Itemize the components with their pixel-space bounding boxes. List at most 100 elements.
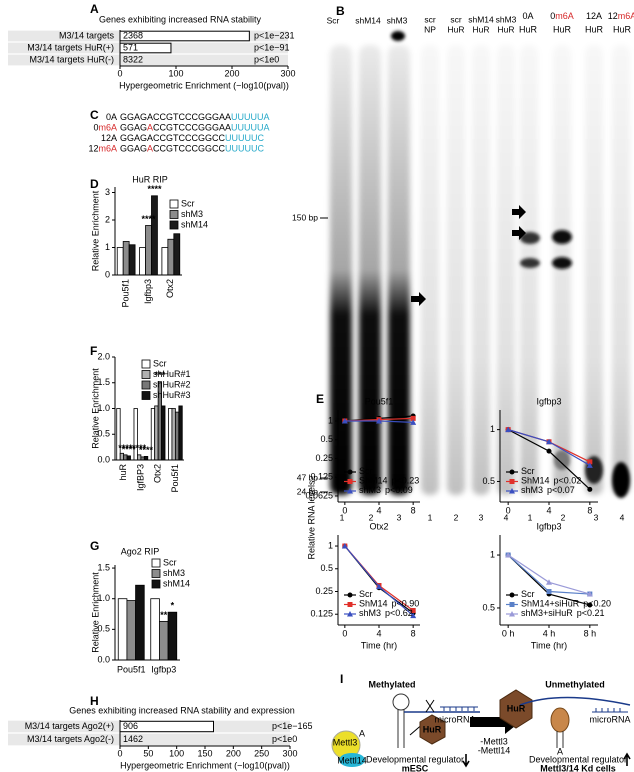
stem-loop bbox=[392, 693, 410, 711]
chart-title: HuR RIP bbox=[132, 174, 168, 184]
legend-name: Scr bbox=[521, 589, 535, 599]
point bbox=[347, 488, 353, 494]
legend-swatch bbox=[151, 569, 161, 578]
sequence-part: GGAG bbox=[120, 133, 147, 143]
bar bbox=[117, 598, 128, 661]
sequence-part: CCGTCCCGGCC bbox=[153, 133, 225, 143]
y-tick-label: 1 bbox=[328, 540, 333, 550]
legend-label: shM3 bbox=[181, 209, 203, 219]
legend-name: shM3 bbox=[359, 485, 381, 495]
series-line bbox=[507, 554, 590, 595]
point bbox=[509, 602, 515, 607]
legend-name: shM3+siHuR bbox=[521, 608, 573, 618]
point bbox=[505, 426, 512, 433]
lane-label: HuR bbox=[585, 24, 604, 34]
lane-number: 1 bbox=[528, 512, 533, 522]
legend-p-value: p<0.62 bbox=[385, 608, 413, 618]
lane-label: 0A bbox=[522, 11, 533, 21]
sequence-part: A bbox=[264, 123, 270, 133]
diagram-labels: Methylated Unmethylated microRNA microRN… bbox=[333, 679, 631, 772]
bar bbox=[151, 195, 158, 276]
lane-label-part: 0 bbox=[550, 11, 555, 21]
chart-title: Pou5f1 bbox=[365, 396, 394, 406]
legend-label: shM3 p<0.07 bbox=[521, 485, 575, 495]
sequence-part: CCGTCCCGGGAA bbox=[153, 123, 231, 133]
lane-label: 12A bbox=[586, 11, 602, 21]
y-tick-label: 0.5 bbox=[97, 624, 110, 634]
lane-number: 2 bbox=[561, 512, 566, 522]
legend-p-value: p<0.07 bbox=[547, 485, 575, 495]
x-tick-label: 8 bbox=[587, 505, 592, 515]
sequence-part: A bbox=[147, 133, 153, 143]
annotation: * bbox=[171, 601, 175, 611]
point bbox=[586, 462, 593, 468]
lane-label: shM14 bbox=[355, 15, 381, 25]
count-label: 1462 bbox=[123, 734, 143, 744]
legend-p-value: p<0.90 bbox=[392, 599, 420, 609]
up-arrow bbox=[623, 752, 631, 766]
value-label: p<1e−165 bbox=[272, 721, 313, 731]
legend-label: shM3 p<0.62 bbox=[359, 608, 413, 618]
x-tick-label: 150 bbox=[197, 748, 212, 758]
mirna bbox=[592, 708, 628, 713]
point bbox=[410, 608, 416, 614]
sequence-label: 12m6A bbox=[88, 144, 117, 154]
x-tick-label: 4 h bbox=[543, 628, 556, 638]
lane-label: shM3 bbox=[496, 14, 517, 24]
x-tick-label: 8 h bbox=[584, 628, 597, 638]
hur-label: HuR bbox=[423, 724, 442, 734]
lane-label-part: 12 bbox=[608, 11, 618, 21]
bar bbox=[161, 405, 166, 461]
lane-label: HuR bbox=[447, 24, 464, 34]
gel-images bbox=[320, 31, 630, 498]
sequence: GGAGACCGTCCCGGGAAUUUUUA bbox=[120, 112, 270, 122]
point bbox=[587, 602, 593, 608]
bar bbox=[161, 247, 169, 276]
annotation: **** bbox=[132, 443, 147, 453]
chart-title: Genes exhibiting increased RNA stability bbox=[99, 14, 262, 24]
bar bbox=[171, 408, 176, 461]
legend-name: Scr bbox=[359, 589, 373, 599]
gel-lane bbox=[585, 45, 603, 495]
sequence-label-part: 0 bbox=[93, 123, 98, 133]
point bbox=[546, 438, 552, 445]
x-tick-label: 200 bbox=[224, 68, 239, 78]
sequence: GGAGACCGTCCCGGCCUUUUUC bbox=[120, 133, 265, 143]
x-axis-label: Time (hr) bbox=[531, 640, 567, 650]
panel-letter: B bbox=[336, 4, 345, 18]
x-tick-label: IgfBP3 bbox=[135, 464, 145, 491]
lane-number: 2 bbox=[454, 512, 459, 522]
x-tick-label: 0 h bbox=[502, 628, 515, 638]
y-tick-label: 1 bbox=[490, 424, 495, 434]
gel-lane bbox=[472, 45, 490, 495]
y-axis-label: Relative Enrichment bbox=[90, 368, 100, 449]
category-label: M3/14 targets HuR(+) bbox=[27, 42, 114, 52]
gel-lane bbox=[388, 45, 410, 495]
panel-letter: H bbox=[90, 694, 99, 708]
point bbox=[509, 479, 515, 484]
x-tick-label: Otx2 bbox=[153, 464, 163, 483]
sequence-part: A bbox=[147, 144, 153, 154]
value-label: p<1e0 bbox=[272, 734, 297, 744]
gel-lane bbox=[330, 45, 352, 495]
point bbox=[376, 417, 382, 424]
category-label: M3/14 targets bbox=[59, 30, 115, 40]
y-tick-label: 0.0 bbox=[97, 454, 110, 464]
bar bbox=[154, 405, 159, 461]
y-tick-label: 1 bbox=[105, 242, 110, 252]
sequence-label-part: 12 bbox=[88, 144, 98, 154]
lane-number: 2 bbox=[369, 512, 374, 522]
annotation: **** bbox=[118, 443, 133, 453]
point bbox=[341, 417, 348, 424]
gel-lane bbox=[421, 45, 439, 495]
sequence-part: UUUUU bbox=[231, 123, 264, 133]
legend-swatch bbox=[151, 558, 161, 568]
y-tick-label: 0.5 bbox=[482, 476, 495, 486]
point bbox=[546, 579, 552, 585]
x-tick-label: 100 bbox=[168, 68, 183, 78]
y-tick-label: 0.5 bbox=[320, 563, 333, 573]
bar bbox=[150, 598, 160, 661]
lane-label: HuR bbox=[613, 24, 632, 34]
legend-name: Scr bbox=[521, 466, 535, 476]
